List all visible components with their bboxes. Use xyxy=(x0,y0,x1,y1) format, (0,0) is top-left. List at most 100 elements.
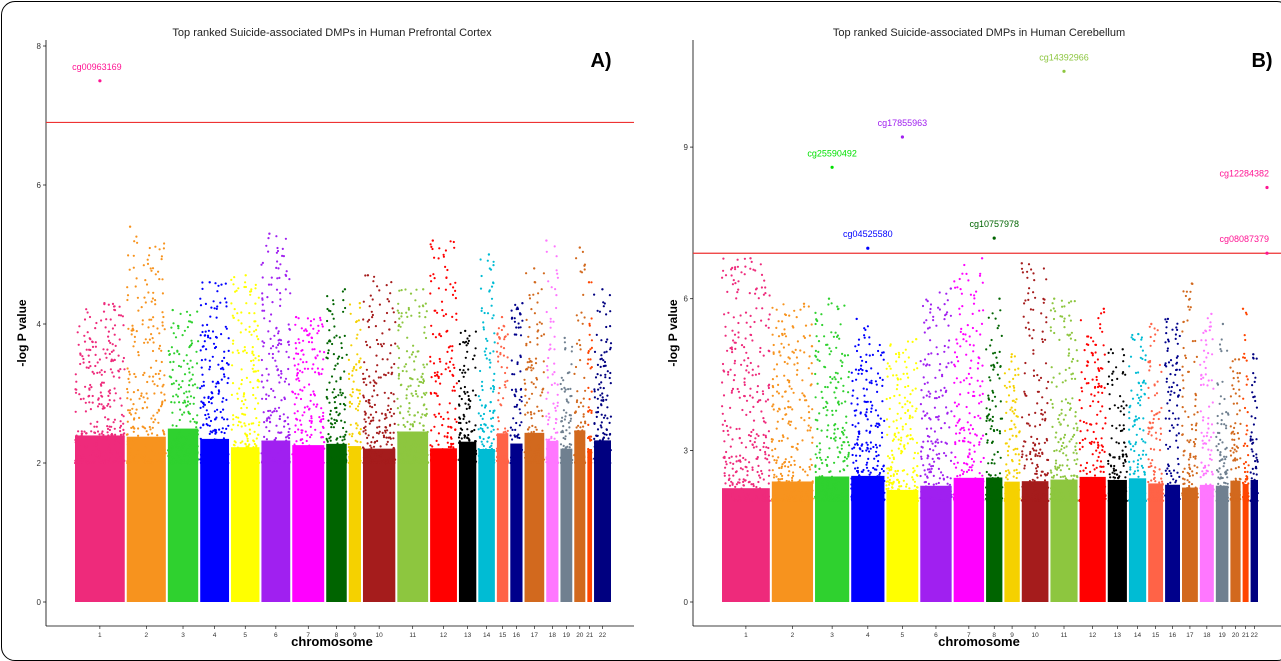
data-point xyxy=(604,374,606,376)
data-point xyxy=(152,325,154,327)
data-point xyxy=(753,485,755,487)
data-point xyxy=(472,358,474,360)
data-point xyxy=(209,316,211,318)
data-point xyxy=(121,455,123,457)
data-point xyxy=(865,430,867,432)
data-point xyxy=(138,417,140,419)
data-point xyxy=(740,271,742,273)
data-point xyxy=(844,499,846,501)
data-point xyxy=(78,344,80,346)
data-point xyxy=(831,378,833,380)
data-point xyxy=(310,324,312,326)
data-point xyxy=(295,347,297,349)
data-point xyxy=(588,451,590,453)
data-point xyxy=(752,489,754,491)
data-point xyxy=(142,323,144,325)
data-point xyxy=(750,334,752,336)
data-point xyxy=(360,441,362,443)
data-point xyxy=(734,334,736,336)
data-point xyxy=(223,448,225,450)
data-point xyxy=(235,451,237,453)
data-point xyxy=(188,368,190,370)
data-point xyxy=(811,464,813,466)
data-point xyxy=(279,415,281,417)
data-point xyxy=(400,315,402,317)
data-point xyxy=(459,369,461,371)
data-point xyxy=(200,349,202,351)
data-point xyxy=(114,305,116,307)
data-point xyxy=(440,457,442,459)
data-point xyxy=(487,427,489,429)
data-point xyxy=(486,441,488,443)
data-point xyxy=(579,446,581,448)
data-point xyxy=(201,374,203,376)
data-point xyxy=(550,446,552,448)
data-point xyxy=(122,457,124,459)
data-point xyxy=(279,263,281,265)
data-point xyxy=(462,369,464,371)
data-point xyxy=(601,414,603,416)
data-point xyxy=(98,403,100,405)
data-point xyxy=(406,370,408,372)
data-point xyxy=(553,428,555,430)
data-point xyxy=(412,443,414,445)
data-point xyxy=(594,351,596,353)
data-point xyxy=(159,345,161,347)
data-point xyxy=(165,452,167,454)
data-point xyxy=(725,335,727,337)
data-point xyxy=(286,435,288,437)
data-point xyxy=(318,330,320,332)
data-point xyxy=(753,420,755,422)
data-point xyxy=(221,451,223,453)
data-point xyxy=(418,452,420,454)
data-point xyxy=(407,462,409,464)
data-point xyxy=(599,387,601,389)
data-point xyxy=(837,428,839,430)
data-point xyxy=(123,357,125,359)
data-point xyxy=(415,433,417,435)
data-point xyxy=(571,350,573,352)
data-point xyxy=(730,481,732,483)
data-point xyxy=(436,456,438,458)
data-point xyxy=(102,348,104,350)
data-point xyxy=(515,447,517,449)
data-point xyxy=(380,445,382,447)
data-point xyxy=(311,420,313,422)
data-point xyxy=(253,364,255,366)
data-point xyxy=(759,351,761,353)
data-point xyxy=(539,453,541,455)
data-point xyxy=(543,272,545,274)
data-point xyxy=(540,335,542,337)
data-point xyxy=(227,450,229,452)
data-point xyxy=(516,457,518,459)
data-point xyxy=(414,414,416,416)
data-point-max xyxy=(579,246,581,248)
data-point xyxy=(365,432,367,434)
data-point xyxy=(602,456,604,458)
data-point xyxy=(605,450,607,452)
data-point xyxy=(798,496,800,498)
data-point xyxy=(295,424,297,426)
data-point xyxy=(152,337,154,339)
data-point xyxy=(159,462,161,464)
data-point xyxy=(515,461,517,463)
data-point xyxy=(96,455,98,457)
data-point xyxy=(172,369,174,371)
data-point xyxy=(296,455,298,457)
data-point xyxy=(805,496,807,498)
data-point xyxy=(465,422,467,424)
data-point xyxy=(729,407,731,409)
data-point xyxy=(556,273,558,275)
data-point xyxy=(761,307,763,309)
data-point xyxy=(155,360,157,362)
data-point xyxy=(840,360,842,362)
data-point xyxy=(826,488,828,490)
data-point xyxy=(306,330,308,332)
data-point xyxy=(441,452,443,454)
data-point xyxy=(726,463,728,465)
data-point xyxy=(546,365,548,367)
data-point xyxy=(84,386,86,388)
data-point xyxy=(532,454,534,456)
data-point xyxy=(602,439,604,441)
data-point xyxy=(791,479,793,481)
